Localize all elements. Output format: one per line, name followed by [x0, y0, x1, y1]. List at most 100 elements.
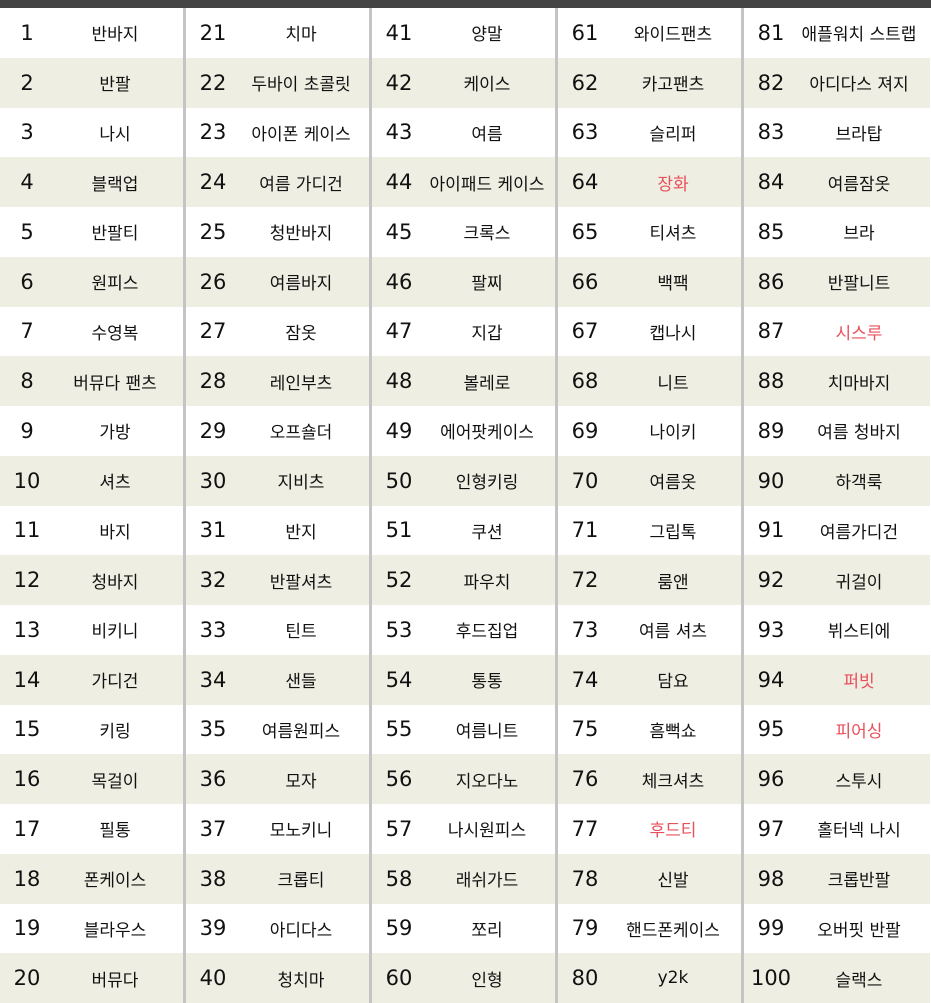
table-row: 10 셔츠 [0, 455, 186, 506]
keyword: 레인부츠 [269, 373, 333, 394]
table-row: 98 크롭반팔 [744, 853, 930, 904]
rank-number: 44 [385, 170, 413, 195]
table-row: 16 목걸이 [0, 754, 186, 804]
keyword: 뷔스티에 [827, 622, 891, 643]
keyword: 나시 [99, 124, 131, 145]
keyword: 반팔셔츠 [269, 572, 333, 593]
table-row: 27 잠옷 [186, 307, 372, 357]
rank-number: 39 [199, 916, 227, 941]
keyword: 지비츠 [277, 473, 325, 494]
table-row: 37 모노키니 [186, 804, 372, 854]
rank-number: 60 [385, 966, 413, 991]
rank-number: 5 [20, 219, 34, 244]
rank-number: 35 [199, 717, 227, 742]
rank-number: 54 [385, 667, 413, 692]
table-row: 75 흠뻑쇼 [558, 705, 744, 755]
rank-number: 11 [13, 518, 41, 543]
table-row: 64 장화 [558, 157, 744, 207]
rank-number: 29 [199, 418, 227, 443]
table-row: 95 피어싱 [744, 705, 930, 755]
rank-number: 94 [757, 667, 785, 692]
rank-number: 91 [757, 518, 785, 543]
rank-number: 92 [757, 568, 785, 593]
keyword: 티셔츠 [649, 224, 697, 245]
keyword: 장화 [657, 174, 689, 195]
keyword: 여름 가디건 [259, 174, 343, 195]
table-row: 90 하객룩 [744, 455, 930, 506]
keyword: 비키니 [91, 622, 139, 643]
rank-number: 63 [571, 120, 599, 145]
table-row: 34 샌들 [186, 654, 372, 705]
rank-number: 8 [20, 369, 34, 394]
keyword: 룸앤 [657, 572, 689, 593]
keyword: 잠옷 [285, 323, 317, 344]
table-row: 71 그립톡 [558, 506, 744, 556]
keyword: 셔츠 [99, 473, 131, 494]
table-row: 1 반바지 [0, 8, 186, 58]
table-row: 82 아디다스 져지 [744, 57, 930, 108]
rank-number: 90 [757, 468, 785, 493]
rank-number: 15 [13, 717, 41, 742]
keyword: 통통 [471, 672, 503, 693]
rank-number: 82 [757, 70, 785, 95]
rank-number: 14 [13, 667, 41, 692]
rank-number: 58 [385, 866, 413, 891]
keyword: 쿠션 [471, 522, 503, 543]
table-row: 51 쿠션 [372, 506, 558, 556]
table-row: 94 퍼빗 [744, 654, 930, 705]
table-row: 52 파우치 [372, 555, 558, 605]
table-row: 19 블라우스 [0, 904, 186, 954]
rank-number: 74 [571, 667, 599, 692]
rank-number: 55 [385, 717, 413, 742]
rank-number: 4 [20, 170, 34, 195]
rank-number: 100 [750, 966, 792, 991]
rank-number: 61 [571, 20, 599, 45]
table-row: 32 반팔셔츠 [186, 555, 372, 605]
keyword: 여름바지 [269, 274, 333, 295]
keyword-ranking-table: 1 반바지 2 반팔 3 나시 4 블랙업 5 반팔티 6 원피스 7 수영복 8 버뮤다 팬츠 9 가방 10 셔츠… [0, 8, 931, 1003]
keyword: 목걸이 [91, 771, 139, 792]
rank-number: 67 [571, 319, 599, 344]
table-row: 3 나시 [0, 108, 186, 158]
keyword: 치마 [285, 25, 317, 46]
rank-number: 83 [757, 120, 785, 145]
keyword: 애플워치 스트랩 [801, 25, 917, 46]
table-row: 33 틴트 [186, 605, 372, 655]
rank-number: 71 [571, 518, 599, 543]
rank-number: 87 [757, 319, 785, 344]
rank-number: 88 [757, 369, 785, 394]
rank-number: 57 [385, 816, 413, 841]
rank-number: 64 [571, 170, 599, 195]
table-row: 96 스투시 [744, 754, 930, 804]
rank-number: 38 [199, 866, 227, 891]
table-row: 56 지오다노 [372, 754, 558, 804]
table-row: 11 바지 [0, 506, 186, 556]
table-row: 31 반지 [186, 506, 372, 556]
rank-number: 17 [13, 816, 41, 841]
keyword: 카고팬츠 [641, 75, 705, 96]
keyword: 필통 [99, 821, 131, 842]
rank-number: 49 [385, 418, 413, 443]
table-row: 25 청반바지 [186, 207, 372, 257]
keyword: 래쉬가드 [455, 871, 519, 892]
rank-number: 16 [13, 767, 41, 792]
table-row: 99 오버핏 반팔 [744, 904, 930, 954]
table-row: 20 버뮤다 [0, 953, 186, 1003]
table-row: 58 래쉬가드 [372, 853, 558, 904]
table-row: 100 슬랙스 [744, 953, 930, 1003]
rank-number: 53 [385, 617, 413, 642]
table-row: 39 아디다스 [186, 904, 372, 954]
rank-number: 89 [757, 418, 785, 443]
keyword: 슬리퍼 [649, 124, 697, 145]
keyword: 여름 셔츠 [639, 622, 707, 643]
keyword: 신발 [657, 871, 689, 892]
table-row: 8 버뮤다 팬츠 [0, 356, 186, 406]
rank-number: 79 [571, 916, 599, 941]
rank-number: 7 [20, 319, 34, 344]
keyword: 후드티 [649, 821, 697, 842]
table-row: 53 후드집업 [372, 605, 558, 655]
rank-number: 81 [757, 20, 785, 45]
table-row: 18 폰케이스 [0, 853, 186, 904]
rank-number: 13 [13, 617, 41, 642]
keyword: 아디다스 져지 [809, 75, 909, 96]
